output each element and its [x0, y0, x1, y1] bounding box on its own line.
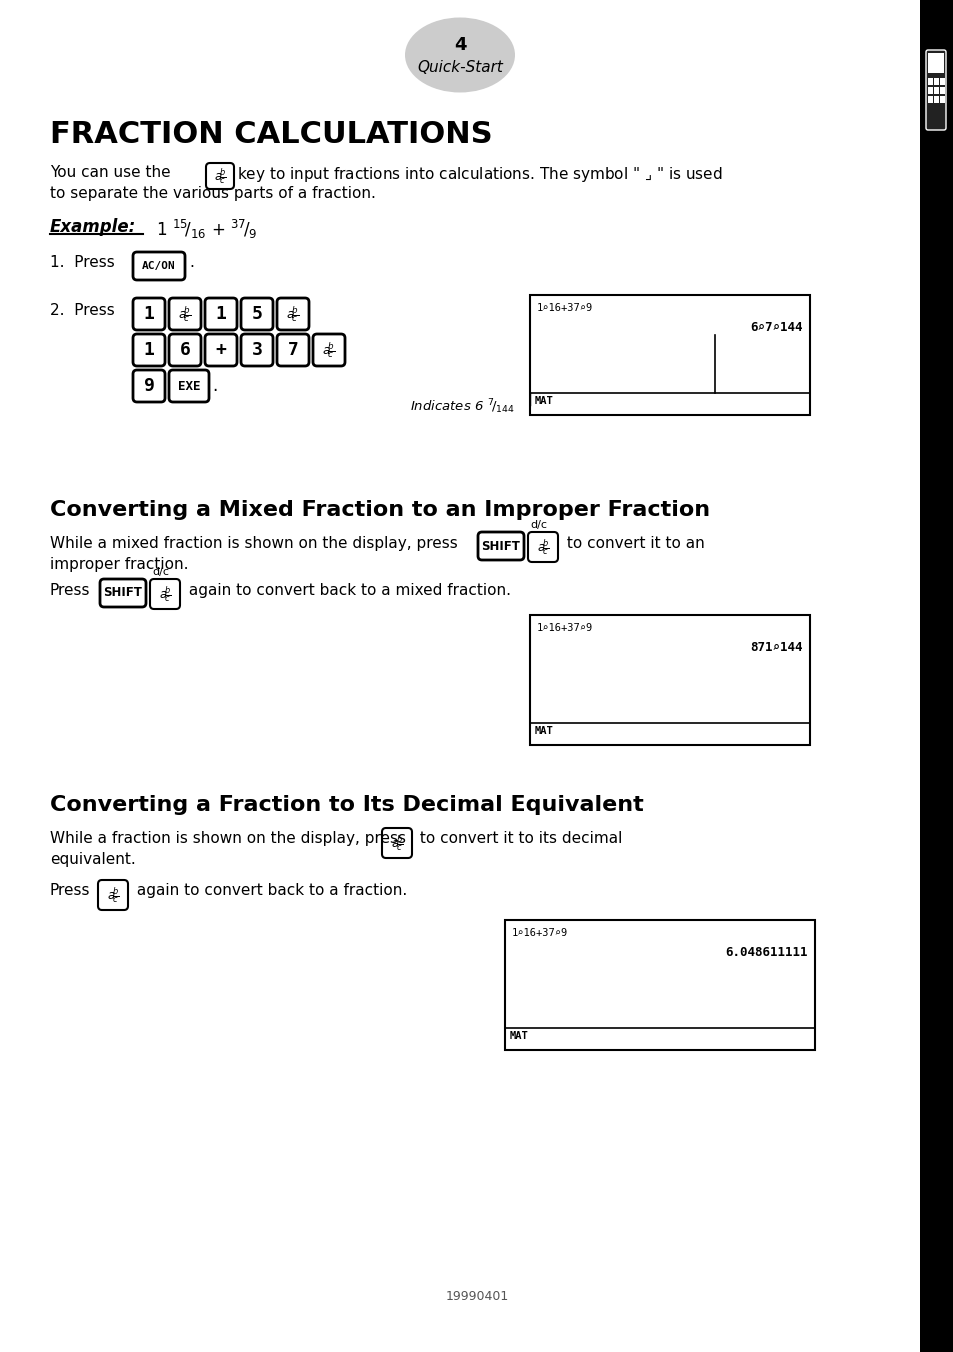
Text: Quick-Start: Quick-Start [416, 59, 502, 74]
Text: While a fraction is shown on the display, press: While a fraction is shown on the display… [50, 831, 406, 846]
Bar [933, 87, 938, 95]
Text: .: . [189, 256, 193, 270]
FancyBboxPatch shape [132, 334, 165, 366]
Text: $\mathit{a}\!\frac{\mathit{b}}{\mathit{c}}$: $\mathit{a}\!\frac{\mathit{b}}{\mathit{c… [322, 341, 335, 360]
FancyBboxPatch shape [241, 334, 273, 366]
Text: 871⌕144: 871⌕144 [750, 641, 802, 654]
Text: MAT: MAT [510, 1032, 528, 1041]
Bar [933, 96, 938, 103]
Text: 1⌕16+37⌕9: 1⌕16+37⌕9 [512, 927, 568, 938]
Text: again to convert back to a fraction.: again to convert back to a fraction. [132, 883, 407, 898]
FancyBboxPatch shape [169, 334, 201, 366]
Text: SHIFT: SHIFT [481, 539, 520, 553]
Text: 6.048611111: 6.048611111 [724, 946, 807, 959]
Text: MAT: MAT [535, 396, 553, 406]
Text: FRACTION CALCULATIONS: FRACTION CALCULATIONS [50, 120, 492, 149]
Text: $\mathit{a}\!\frac{\mathit{b}}{\mathit{c}}$: $\mathit{a}\!\frac{\mathit{b}}{\mathit{c… [391, 833, 403, 853]
Text: 19990401: 19990401 [445, 1291, 508, 1303]
FancyBboxPatch shape [169, 297, 201, 330]
Text: again to convert back to a mixed fraction.: again to convert back to a mixed fractio… [184, 583, 511, 598]
FancyBboxPatch shape [169, 370, 209, 402]
FancyBboxPatch shape [241, 297, 273, 330]
Text: 1: 1 [143, 341, 154, 360]
Text: to convert it to an: to convert it to an [561, 535, 704, 552]
Text: SHIFT: SHIFT [104, 587, 142, 599]
FancyBboxPatch shape [132, 297, 165, 330]
FancyBboxPatch shape [313, 334, 345, 366]
Text: 5: 5 [252, 306, 262, 323]
Text: 1.  Press: 1. Press [50, 256, 114, 270]
Bar [927, 53, 943, 73]
Text: $\mathit{a}\!\frac{\mathit{b}}{\mathit{c}}$: $\mathit{a}\!\frac{\mathit{b}}{\mathit{c… [213, 166, 226, 185]
Text: d/c: d/c [530, 521, 546, 530]
Text: 9: 9 [143, 377, 154, 395]
Text: MAT: MAT [535, 726, 553, 735]
Text: While a mixed fraction is shown on the display, press: While a mixed fraction is shown on the d… [50, 535, 457, 552]
Text: Press: Press [50, 583, 91, 598]
Bar [530, 295, 809, 415]
Text: improper fraction.: improper fraction. [50, 557, 189, 572]
Text: 1 $^{15}\!/_{16}$ + $^{37}\!/_{9}$: 1 $^{15}\!/_{16}$ + $^{37}\!/_{9}$ [156, 218, 257, 241]
Bar [919, 0, 953, 1352]
Text: Converting a Mixed Fraction to an Improper Fraction: Converting a Mixed Fraction to an Improp… [50, 500, 709, 521]
Text: 1: 1 [143, 306, 154, 323]
Text: 1: 1 [215, 306, 226, 323]
Text: equivalent.: equivalent. [50, 852, 135, 867]
Text: to convert it to its decimal: to convert it to its decimal [415, 831, 621, 846]
FancyBboxPatch shape [205, 334, 236, 366]
FancyBboxPatch shape [205, 297, 236, 330]
Bar [933, 78, 938, 85]
Text: $\mathit{a}\!\frac{\mathit{b}}{\mathit{c}}$: $\mathit{a}\!\frac{\mathit{b}}{\mathit{c… [286, 304, 299, 324]
Text: d/c: d/c [152, 566, 169, 577]
Text: 1⌕16+37⌕9: 1⌕16+37⌕9 [537, 303, 593, 314]
Text: EXE: EXE [177, 380, 200, 392]
Text: 6: 6 [179, 341, 191, 360]
Text: 1⌕16+37⌕9: 1⌕16+37⌕9 [537, 623, 593, 633]
Bar [927, 78, 932, 85]
Text: 3: 3 [252, 341, 262, 360]
Text: $\mathit{a}\!\frac{\mathit{b}}{\mathit{c}}$: $\mathit{a}\!\frac{\mathit{b}}{\mathit{c… [107, 886, 119, 904]
Text: key to input fractions into calculations. The symbol " $\lrcorner$ " is used: key to input fractions into calculations… [236, 165, 721, 184]
Bar [927, 87, 932, 95]
FancyBboxPatch shape [132, 251, 185, 280]
Text: Press: Press [50, 883, 91, 898]
FancyBboxPatch shape [276, 297, 309, 330]
Text: +: + [215, 341, 226, 360]
Bar [530, 615, 809, 745]
FancyBboxPatch shape [206, 164, 233, 189]
Text: Converting a Fraction to Its Decimal Equivalent: Converting a Fraction to Its Decimal Equ… [50, 795, 643, 815]
Text: 7: 7 [287, 341, 298, 360]
Text: to separate the various parts of a fraction.: to separate the various parts of a fract… [50, 187, 375, 201]
FancyBboxPatch shape [98, 880, 128, 910]
Text: Example:: Example: [50, 218, 136, 237]
Text: 2.  Press: 2. Press [50, 303, 114, 318]
FancyBboxPatch shape [925, 50, 945, 130]
Ellipse shape [405, 18, 515, 92]
FancyBboxPatch shape [132, 370, 165, 402]
Text: .: . [212, 377, 217, 395]
Text: $\mathit{a}\!\frac{\mathit{b}}{\mathit{c}}$: $\mathit{a}\!\frac{\mathit{b}}{\mathit{c… [178, 304, 192, 324]
Bar [939, 87, 944, 95]
Bar [504, 919, 814, 1051]
Bar [939, 78, 944, 85]
FancyBboxPatch shape [100, 579, 146, 607]
FancyBboxPatch shape [381, 827, 412, 859]
Text: AC/ON: AC/ON [142, 261, 175, 270]
Text: 4: 4 [454, 37, 466, 54]
Text: 6⌕7⌕144: 6⌕7⌕144 [750, 320, 802, 334]
FancyBboxPatch shape [527, 531, 558, 562]
Text: $\mathit{a}\!\frac{\mathit{b}}{\mathit{c}}$: $\mathit{a}\!\frac{\mathit{b}}{\mathit{c… [537, 537, 549, 557]
Text: $\mathit{Indicates}$ 6 $^{7}\!/_{144}$: $\mathit{Indicates}$ 6 $^{7}\!/_{144}$ [410, 397, 515, 415]
Text: You can use the: You can use the [50, 165, 171, 180]
FancyBboxPatch shape [477, 531, 523, 560]
FancyBboxPatch shape [276, 334, 309, 366]
Text: $\mathit{a}\!\frac{\mathit{b}}{\mathit{c}}$: $\mathit{a}\!\frac{\mathit{b}}{\mathit{c… [158, 584, 172, 604]
FancyBboxPatch shape [150, 579, 180, 608]
Bar [927, 96, 932, 103]
Bar [939, 96, 944, 103]
